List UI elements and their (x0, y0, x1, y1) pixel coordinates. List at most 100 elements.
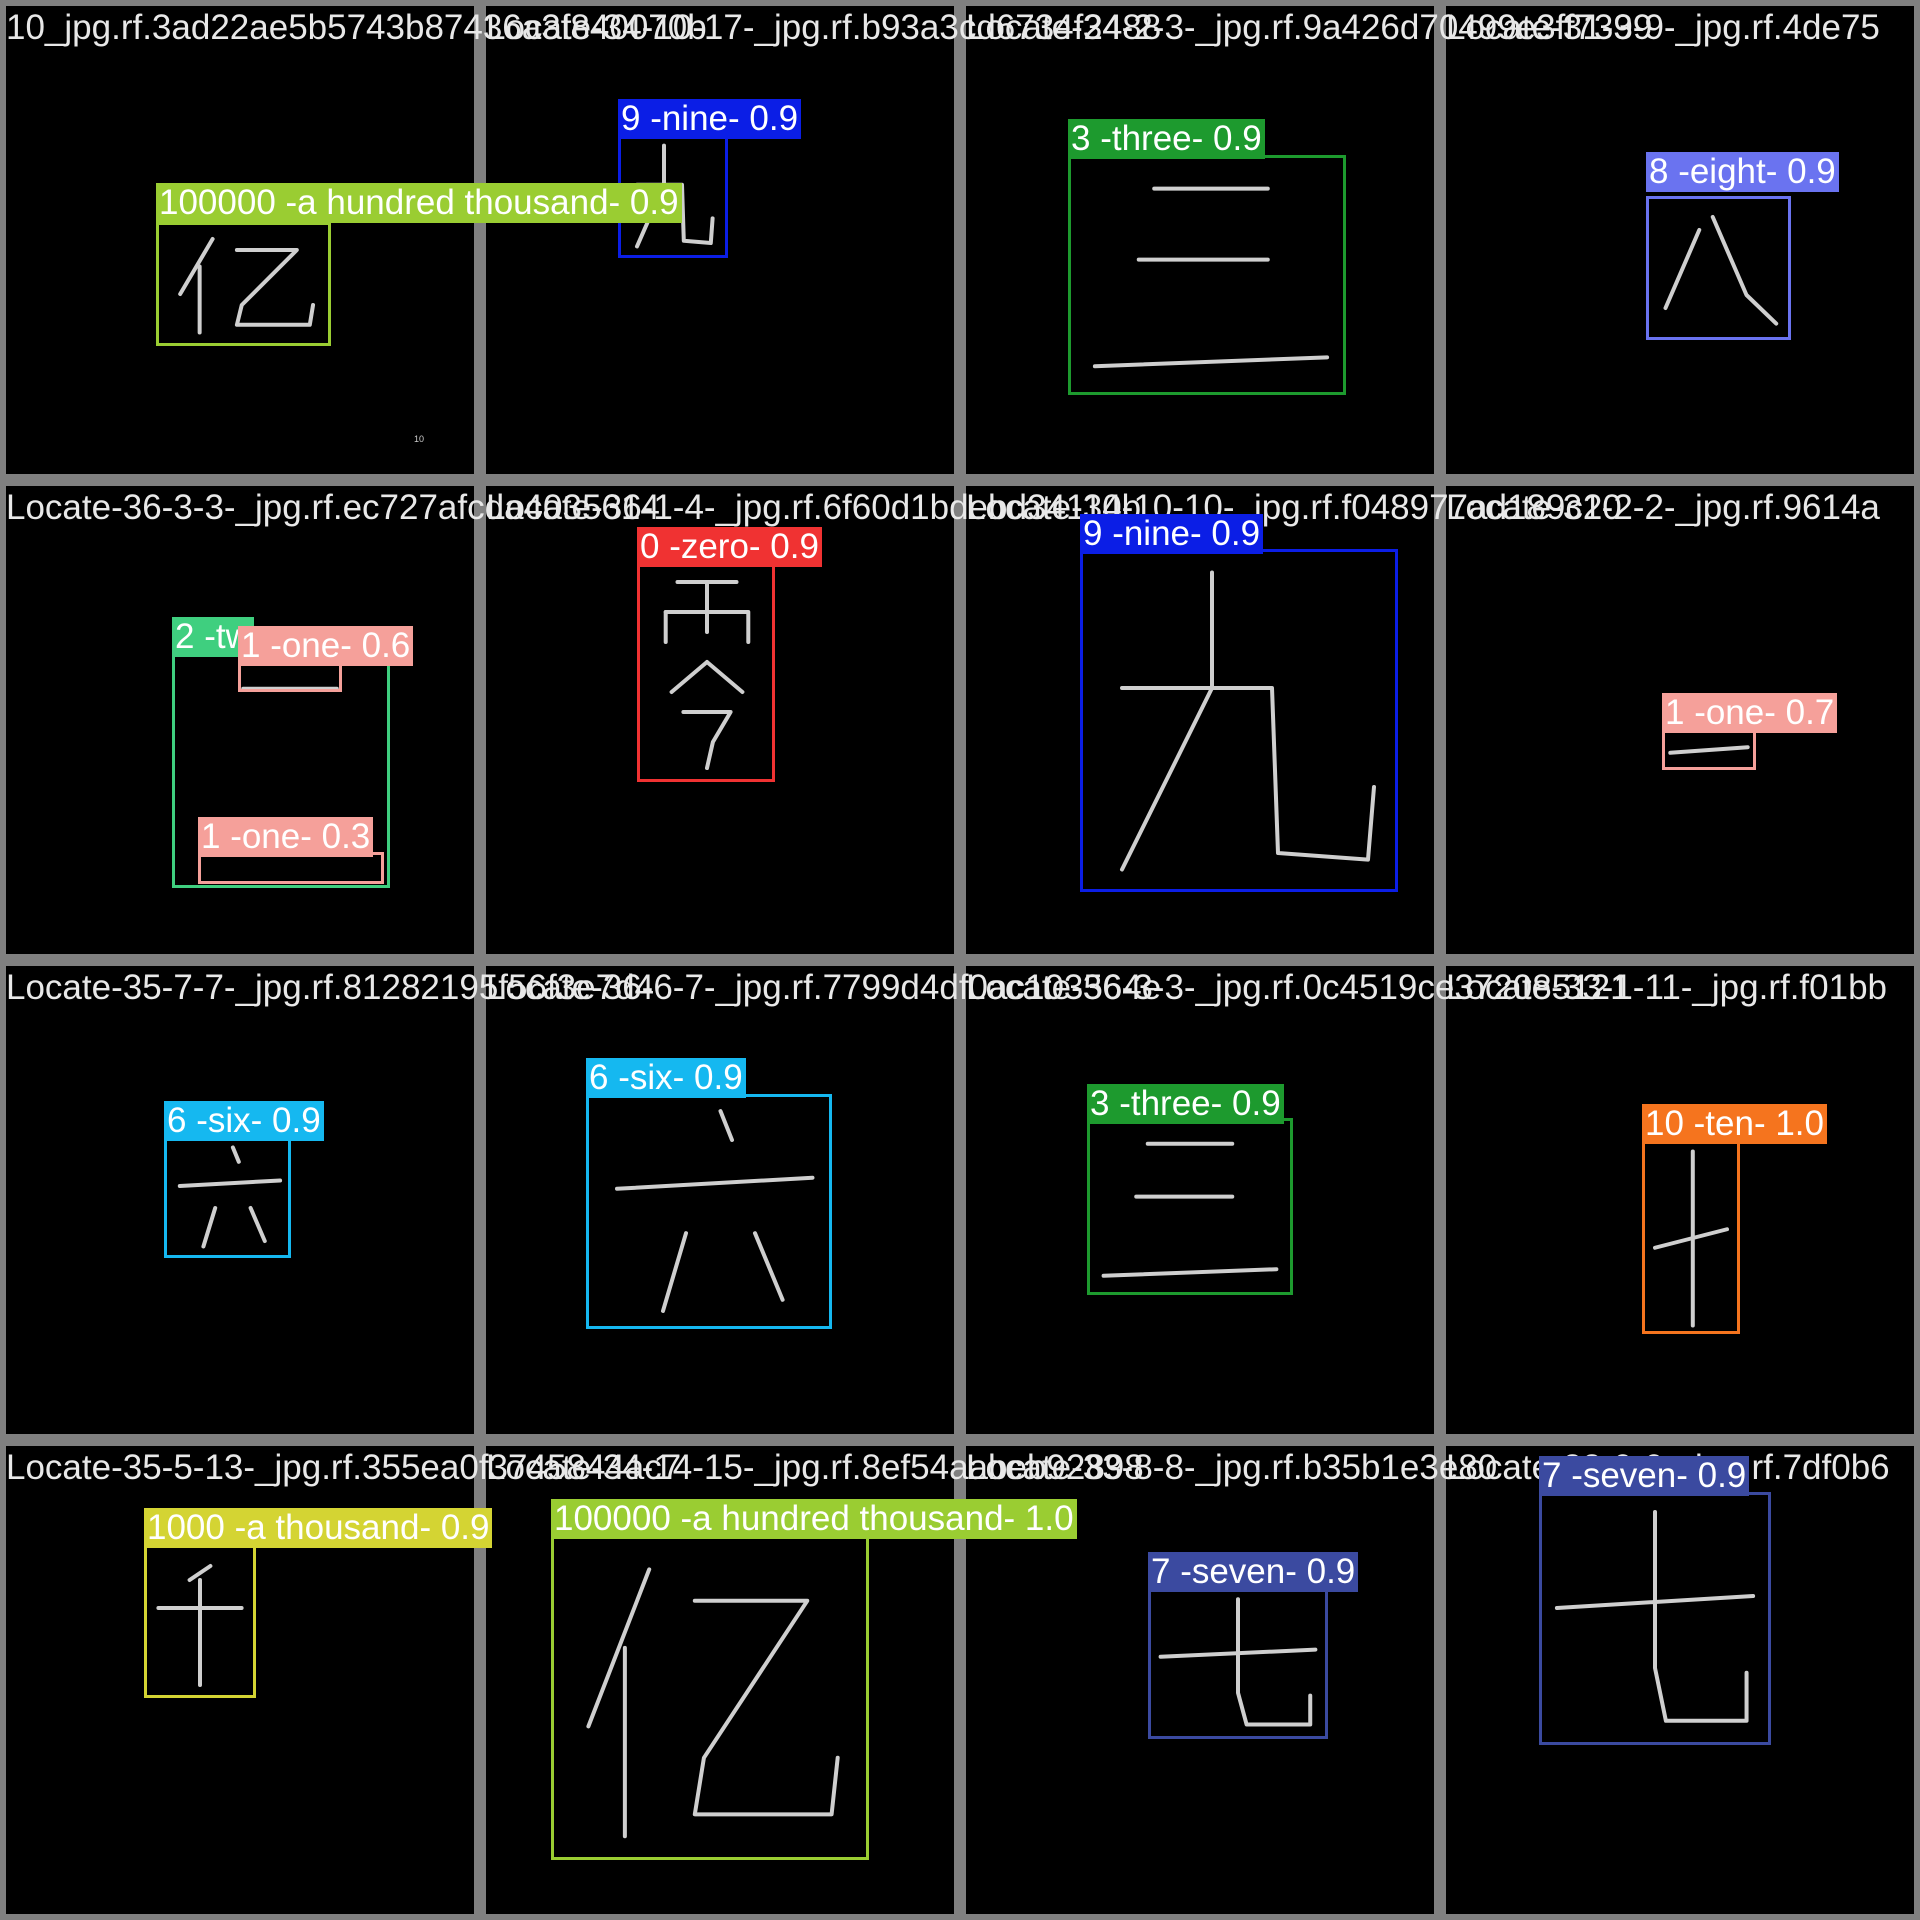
glyph-stroke (683, 712, 730, 768)
detection-box (1646, 196, 1791, 340)
detection-label: 1 -one- 0.6 (238, 626, 414, 666)
detection-label: 8 -eight- 0.9 (1646, 152, 1839, 192)
glyph-stroke (588, 1569, 649, 1726)
qi-stroke-icon (1546, 1500, 1764, 1740)
san-stroke-icon (1094, 1124, 1286, 1289)
shi-stroke-icon (1646, 1146, 1736, 1331)
detection-label: 1 -one- 0.3 (198, 817, 374, 857)
liu-stroke-icon (168, 1142, 286, 1252)
liu-stroke-icon (594, 1100, 824, 1322)
image-filename-title: Locate-34-14-15-_jpg.rf.8ef54aabeb92898 (486, 1448, 1144, 1487)
ling-stroke-icon (648, 572, 766, 772)
glyph-stroke (1666, 230, 1700, 308)
glyph-stroke (666, 612, 749, 642)
glyph-stroke (1095, 357, 1327, 366)
glyph-stroke (707, 662, 742, 692)
detection-box (551, 1531, 869, 1860)
detection-label: 9 -nine- 0.9 (618, 99, 802, 139)
detection-label: 3 -three- 0.9 (1087, 1084, 1284, 1124)
glyph-stroke (721, 1111, 733, 1140)
mosaic-tile (1440, 960, 1920, 1440)
mosaic-tile (0, 0, 480, 480)
glyph-stroke (672, 662, 707, 692)
mosaic-tile (0, 480, 480, 960)
yi-stroke-icon (164, 228, 326, 338)
yi-horizontal-stroke-icon (1666, 736, 1752, 764)
detection-box (1539, 1492, 1771, 1745)
glyph-stroke (1104, 1269, 1277, 1276)
image-filename-title: Locate-34-10-17-_jpg.rf.b93a3cd6734f2488 (486, 8, 1162, 47)
mosaic-tile (960, 960, 1440, 1440)
glyph-stroke (180, 239, 212, 294)
detection-label: 7 -seven- 0.9 (1148, 1552, 1359, 1592)
mosaic-tile (480, 0, 960, 480)
detection-box (1642, 1141, 1740, 1334)
detection-label: 6 -six- 0.9 (586, 1058, 746, 1098)
detection-box (144, 1545, 256, 1698)
image-filename-title: Locate-35-7-7-_jpg.rf.81282195f56f3e7d4 (6, 968, 654, 1007)
glyph-stroke (1655, 1229, 1727, 1248)
image-filename-title: Locate-31-2-2-_jpg.rf.9614a (1446, 488, 1880, 527)
image-filename-title: Locate-36-3-3-_jpg.rf.0c4519ce372085121 (966, 968, 1630, 1007)
mosaic-tile (1440, 0, 1920, 480)
glyph-stroke (203, 1208, 215, 1247)
image-corner-mark: 10 (414, 434, 425, 444)
glyph-stroke (1655, 1512, 1747, 1721)
glyph-stroke (1122, 688, 1374, 860)
detection-label: 100000 -a hundred thousand- 1.0 (551, 1499, 1077, 1539)
image-filename-title: Locate-33-1-11-_jpg.rf.f01bb (1446, 968, 1888, 1007)
mosaic-tile (960, 0, 1440, 480)
detection-box (1068, 155, 1346, 395)
image-filename-title: Locate-34-10-10-_jpg.rf.f048977ad189c20 (966, 488, 1622, 527)
glyph-stroke (695, 1601, 838, 1815)
detection-label: 6 -six- 0.9 (164, 1101, 324, 1141)
glyph-stroke (617, 1178, 813, 1189)
yi-stroke-icon (558, 1538, 862, 1852)
image-filename-title: Locate-33-8-8-_jpg.rf.b35b1e3e80 (966, 1448, 1498, 1487)
image-filename-title: Locate-36-1-4-_jpg.rf.6f60d1bdebd34110b (486, 488, 1142, 527)
glyph-stroke (190, 1566, 211, 1580)
glyph-stroke (1713, 217, 1776, 324)
detection-box (1148, 1587, 1328, 1739)
jiu-stroke-icon (1092, 556, 1392, 886)
detection-box (1087, 1118, 1293, 1295)
detection-box (164, 1136, 291, 1258)
glyph-stroke (1238, 1599, 1310, 1724)
qi-stroke-icon (1152, 1592, 1324, 1736)
detection-label: 1 -one- 0.7 (1662, 693, 1838, 733)
glyph-stroke (663, 1233, 686, 1311)
image-filename-title: Locate-36-3-3-_jpg.rf.ec727afcda4035614 (6, 488, 660, 527)
glyph-stroke (755, 1233, 783, 1300)
ba-stroke-icon (1652, 204, 1787, 334)
detection-label: 3 -three- 0.9 (1068, 119, 1265, 159)
detection-label: 7 -seven- 0.9 (1539, 1456, 1750, 1496)
mosaic-tile (480, 960, 960, 1440)
mosaic-tile (960, 480, 1440, 960)
qian-stroke-icon (148, 1552, 252, 1692)
detection-label: 10 -ten- 1.0 (1642, 1104, 1827, 1144)
image-filename-title: Locate-35-5-13-_jpg.rf.355ea0f3745844ac7 (6, 1448, 682, 1487)
image-filename-title: 10_jpg.rf.3ad22ae5b5743b87436a3f840070b (6, 8, 707, 47)
image-filename-title: Locate-36-6-7-_jpg.rf.7799d4df0ac103564e (486, 968, 1162, 1007)
glyph-stroke (233, 1148, 239, 1162)
detection-box (586, 1094, 832, 1329)
detection-box (1080, 549, 1398, 892)
mosaic-tile (1440, 1440, 1920, 1920)
detection-label: 9 -nine- 0.9 (1080, 514, 1264, 554)
glyph-stroke (251, 1208, 265, 1241)
detection-label: 0 -zero- 0.9 (637, 527, 822, 567)
glyph-stroke (1557, 1596, 1753, 1608)
detection-box (1662, 730, 1756, 770)
glyph-stroke (1161, 1650, 1316, 1657)
glyph-stroke (237, 250, 313, 325)
mosaic-tile (0, 960, 480, 1440)
mosaic-tile (480, 480, 960, 960)
image-filename-title: Locate-31-3-9-_jpg.rf.4de75 (1446, 8, 1880, 47)
detection-label: 100000 -a hundred thousand- 0.9 (156, 183, 682, 223)
detection-box (156, 222, 331, 346)
detection-box (637, 562, 775, 782)
detection-label: 1000 -a thousand- 0.9 (144, 1508, 493, 1548)
image-filename-title: Locate-34-2-3-_jpg.rf.9a426d70499e3ff739… (966, 8, 1653, 47)
san-stroke-icon (1082, 162, 1340, 384)
